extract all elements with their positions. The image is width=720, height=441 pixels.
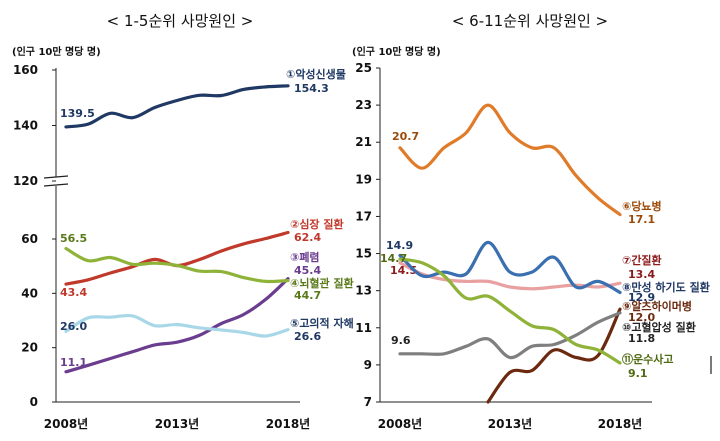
left-start-value-1: 139.5 [60,107,95,120]
left-unit-label: (인구 10만 명당 명) [12,45,101,58]
left-y-tick-label: 20 [21,341,38,355]
left-series-line-5 [64,313,290,338]
left-series-line-4 [64,246,290,284]
right-y-tick-label: 15 [355,247,372,261]
right-end-value-11: 9.1 [628,367,648,380]
right-x-tick-label: 2013년 [488,417,532,431]
right-unit-label: (인구 10만 명당 명) [352,45,441,58]
right-y-tick-label: 13 [355,284,372,298]
right-y-tick-label: 21 [355,135,372,149]
right-end-value-8: 12.9 [628,291,655,304]
left-chart-title: < 1-5순위 사망원인 > [107,12,254,30]
left-series-name-1: ①악성신생물 [286,67,346,81]
left-series-name-2: ②심장 질환 [290,217,344,231]
left-end-value-1: 154.3 [294,82,329,95]
right-series-line-10 [398,311,622,360]
right-series-line-6 [398,103,622,217]
left-start-value-4: 56.5 [60,232,87,245]
left-start-value-5: 26.0 [60,320,87,333]
left-end-value-3: 45.4 [294,264,321,277]
left-y-tick-label: 160 [13,63,38,77]
left-y-tick-label: 60 [21,232,38,246]
right-series-name-10: ⑩고혈압성 질환 [622,320,696,334]
right-x-tick-label: 2018년 [598,417,642,431]
right-x-tick-label: 2008년 [378,417,422,431]
left-chart-panel: < 1-5순위 사망원인 > (인구 10만 명당 명) 0 20 40 60 120 1… [12,12,354,431]
right-series-line-11 [398,257,622,365]
right-chart-panel: < 6-11순위 사망원인 > (인구 10만 명당 명) 7 9 11 13 15 17… [352,12,710,431]
right-end-value-10: 11.8 [628,332,655,345]
left-end-value-2: 62.4 [294,231,321,244]
left-series-name-4: ④뇌혈관 질환 [290,276,354,290]
right-end-value-9: 12.0 [628,311,655,324]
left-start-value-3: 11.1 [60,356,87,369]
axis-break-mark [43,175,69,179]
left-series-line-3 [64,277,290,374]
right-y-tick-label: 25 [355,61,372,75]
left-y-tick-label: 40 [21,286,38,300]
right-start-value-10: 9.6 [391,334,411,347]
left-series-line-1 [64,84,290,129]
left-series-name-3: ③폐렴 [290,250,320,264]
right-series-name-7: ⑦간질환 [622,253,662,267]
right-series-name-8: ⑧만성 하기도 질환 [622,280,710,294]
right-y-tick-label: 11 [355,321,372,335]
axis-break-mark [43,183,69,187]
right-end-value-7: 13.4 [628,268,655,281]
right-y-tick-label: 23 [355,98,372,112]
right-y-tick-label: 9 [364,358,372,372]
left-x-tick-label: 2018년 [266,417,310,431]
right-chart-title: < 6-11순위 사망원인 > [452,12,608,30]
left-y-tick-label: 120 [13,174,38,188]
right-series-line-7 [398,261,622,291]
right-y-tick-label: 7 [364,395,372,409]
right-y-tick-label: 19 [355,172,372,186]
left-y-tick-label: 0 [30,395,38,409]
right-series-name-9: ⑨알츠하이머병 [622,299,692,313]
left-x-tick-label: 2013년 [155,417,199,431]
right-start-value-11: 14.7 [380,252,407,265]
right-end-value-6: 17.1 [628,213,655,226]
right-start-value-6: 20.7 [392,130,419,143]
right-start-value-8: 14.9 [386,239,413,252]
left-start-value-2: 43.4 [60,286,87,299]
right-series-name-11: ⑪운수사고 [622,352,673,366]
right-y-tick-label: 17 [355,209,372,223]
right-series-line-8 [398,240,622,295]
right-series-line-9 [486,307,622,404]
right-series-name-6: ⑥당뇨병 [622,199,662,213]
left-x-tick-label: 2008년 [44,417,88,431]
left-end-value-5: 26.6 [294,330,321,343]
left-end-value-4: 44.7 [294,289,321,302]
left-y-tick-label: 140 [13,119,38,133]
left-series-name-5: ⑤고의적 자해 [290,316,354,330]
